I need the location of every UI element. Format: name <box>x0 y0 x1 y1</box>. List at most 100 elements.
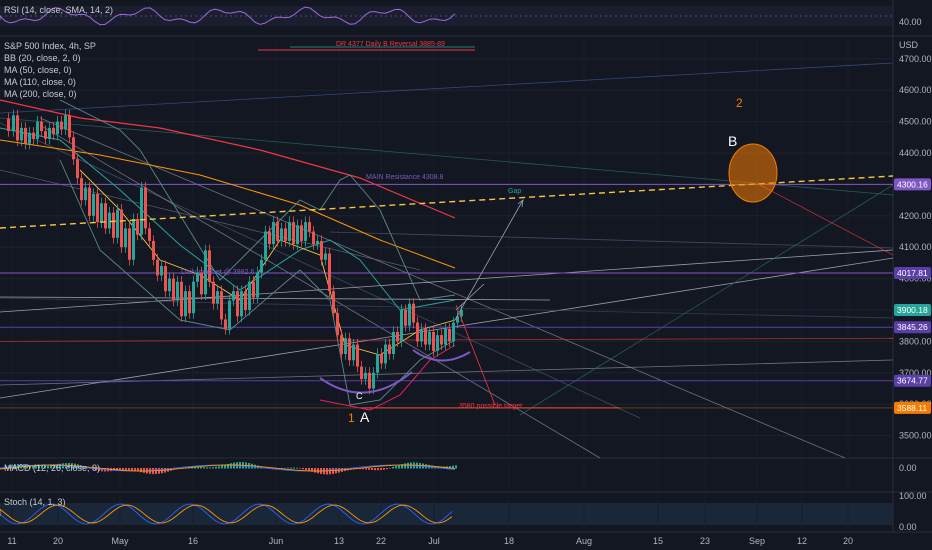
candle-body <box>196 272 199 282</box>
time-tick-label: 15 <box>653 536 663 546</box>
time-tick-label: 11 <box>7 536 16 546</box>
macd-bar <box>371 468 373 471</box>
macd-bar <box>35 465 37 469</box>
price-tick-label: 4500.00 <box>899 117 932 127</box>
cup-arc <box>319 371 413 394</box>
candle-body <box>20 127 23 141</box>
time-tick-label: 23 <box>700 536 710 546</box>
candle-body <box>220 291 223 320</box>
candle-body <box>80 178 83 201</box>
time-axis[interactable]: 11 20 May 16 Jun 13 22 Jul 18 Aug 15 23 Sep 12 20 <box>7 536 853 546</box>
ma50-line <box>0 127 456 311</box>
ma50-legend[interactable]: MA (50, close, 0) <box>4 65 72 75</box>
macd-bar <box>380 468 382 471</box>
candle-body <box>248 281 251 311</box>
possible-target-label: 3580 possible target <box>459 403 522 410</box>
macd-bar <box>365 468 367 470</box>
candle-body <box>120 209 123 248</box>
macd-bar <box>212 467 214 469</box>
candle-body <box>112 212 115 238</box>
daily-magnet-label: Daily magnet @ 3992.6 <box>181 269 254 276</box>
currency-label: USD <box>899 40 919 50</box>
chart-title[interactable]: S&P 500 Index, 4h, SP <box>4 41 96 51</box>
candle-body <box>328 253 331 292</box>
macd-bar <box>368 468 370 470</box>
stoch-legend[interactable]: Stoch (14, 1, 3) <box>4 497 66 507</box>
macd-bar <box>194 466 196 469</box>
candle-body <box>144 187 147 229</box>
price-tag-label: 4017.81 <box>897 268 928 278</box>
bb-upper <box>59 99 456 301</box>
bb-legend[interactable]: BB (20, close, 2, 0) <box>4 53 81 63</box>
candle-body <box>48 127 51 139</box>
time-tick-label: 20 <box>843 536 853 546</box>
candle-body <box>268 231 271 245</box>
candle-body <box>284 228 287 241</box>
price-tick-label: 3700.00 <box>899 368 932 378</box>
macd-bar <box>158 468 160 474</box>
candle-body <box>212 281 215 304</box>
macd-bar <box>308 468 310 471</box>
macd-bar <box>281 468 283 469</box>
price-tick-label: 4100.00 <box>899 242 932 252</box>
candle-body <box>252 281 255 298</box>
candle-body <box>124 228 127 248</box>
time-tick-label: 18 <box>504 536 514 546</box>
price-tag <box>894 303 931 316</box>
arrow-head <box>517 199 524 208</box>
trendline <box>0 257 894 399</box>
ma110-legend[interactable]: MA (110, close, 0) <box>4 77 76 87</box>
rsi-legend[interactable]: RSI (14, close, SMA, 14, 2) <box>4 5 113 15</box>
candle-body <box>304 222 307 241</box>
trendline <box>0 62 894 114</box>
candle-body <box>56 121 59 135</box>
candle-body <box>276 222 279 241</box>
candle-body <box>184 291 187 317</box>
ma200-legend[interactable]: MA (200, close, 0) <box>4 89 77 99</box>
candle-body <box>92 193 95 216</box>
rsi-line <box>0 6 456 26</box>
candle-body <box>216 291 219 304</box>
candle-body <box>376 353 379 373</box>
macd-bar <box>206 467 208 469</box>
macd-bar <box>53 464 55 469</box>
candle-body <box>36 121 39 139</box>
time-tick-label: 22 <box>376 536 386 546</box>
candle-body <box>204 250 207 295</box>
macd-signal-line <box>0 464 456 472</box>
candle-body <box>24 127 27 144</box>
candle-body <box>176 281 179 301</box>
candle-body <box>84 187 87 201</box>
macd-bar <box>44 465 46 469</box>
candle-body <box>404 310 407 326</box>
candle-body <box>400 310 403 342</box>
macd-bar <box>401 464 403 469</box>
candle-body <box>128 228 131 260</box>
macd-bar <box>218 466 220 469</box>
macd-bar <box>56 464 58 469</box>
wave-label-b: B <box>728 133 737 149</box>
price-tag <box>894 321 931 334</box>
macd-bar <box>302 468 304 470</box>
macd-bar <box>224 464 226 469</box>
candle-body <box>156 259 159 276</box>
macd-bar <box>59 463 61 469</box>
candles <box>7 109 463 395</box>
time-tick-label: Aug <box>576 536 592 546</box>
candle-body <box>28 132 31 144</box>
candle-body <box>452 322 455 342</box>
candle-body <box>264 231 267 260</box>
price-tick-label: 4200.00 <box>899 211 932 221</box>
candle-body <box>180 281 183 317</box>
macd-bar <box>134 468 136 471</box>
wave-label-c: C <box>356 391 363 401</box>
trendline <box>519 184 894 416</box>
macd-legend[interactable]: MACD (12, 26, close, 9) <box>4 463 100 473</box>
candle-body <box>76 159 79 179</box>
drawings <box>0 46 894 406</box>
macd-bar <box>398 464 400 469</box>
trendline <box>0 297 894 319</box>
bb-inner <box>319 344 456 411</box>
candle-body <box>296 225 299 245</box>
